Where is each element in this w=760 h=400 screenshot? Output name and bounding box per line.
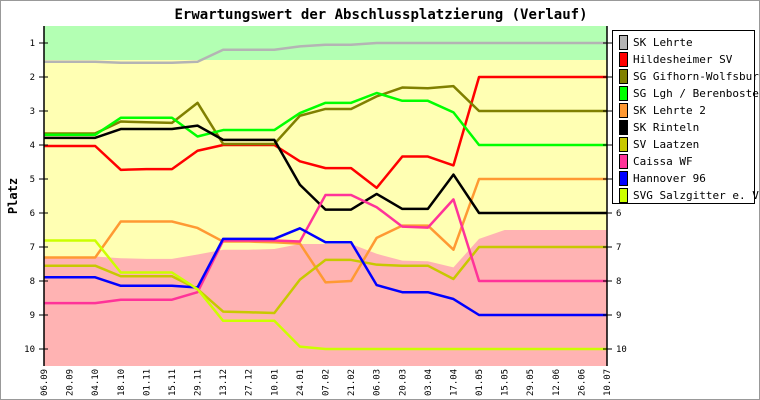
y-tick-label-right: 7 [616, 243, 621, 253]
y-axis-label: Platz [6, 178, 20, 214]
y-tick-label-right: 8 [616, 277, 621, 287]
x-tick-label: 10.01 [270, 369, 280, 396]
x-tick-label: 06.09 [40, 369, 50, 396]
x-tick-label: 15.11 [168, 369, 178, 396]
x-tick-label: 13.12 [219, 369, 229, 396]
x-tick-label: 24.01 [296, 369, 306, 396]
chart-title: Erwartungswert der Abschlussplatzierung … [174, 7, 587, 23]
legend-item: SVG Salzgitter e. V. [619, 187, 759, 204]
y-tick-label-left: 2 [30, 73, 35, 83]
legend-label: SVG Salzgitter e. V. [633, 189, 760, 202]
legend-label: Caissa WF [633, 155, 693, 168]
legend-swatch [619, 137, 628, 152]
x-tick-label: 29.11 [194, 369, 204, 396]
y-tick-label-right: 6 [616, 209, 621, 219]
y-tick-label-left: 9 [30, 311, 35, 321]
series-line-hildesheimer-sv [44, 75, 607, 190]
x-tick-label: 03.04 [424, 369, 434, 396]
x-tick-label: 01.11 [142, 369, 152, 396]
y-tick-label-right: 9 [616, 311, 621, 321]
legend-swatch [619, 69, 628, 84]
x-tick-label: 06.03 [373, 369, 383, 396]
series-line-sk-lehrte-2 [44, 177, 607, 284]
x-tick-label: 27.12 [245, 369, 255, 396]
legend-swatch [619, 120, 628, 135]
x-tick-label: 10.07 [603, 369, 613, 396]
y-tick-label-left: 5 [30, 175, 35, 185]
legend-item: SK Lehrte 2 [619, 102, 754, 119]
legend-label: SK Lehrte [633, 36, 693, 49]
x-tick-label: 26.06 [577, 369, 587, 396]
legend-swatch [619, 35, 628, 50]
legend-item: Hildesheimer SV [619, 51, 754, 68]
y-tick-label-left: 7 [30, 243, 35, 253]
x-tick-label: 17.04 [449, 369, 459, 396]
x-tick-label: 21.02 [347, 369, 357, 396]
y-tick-label-left: 3 [30, 107, 35, 117]
legend-item: SG Lgh / Berenbostel [619, 85, 759, 102]
y-tick-label-left: 8 [30, 277, 35, 287]
legend-swatch [619, 103, 628, 118]
legend-item: Caissa WF [619, 153, 754, 170]
legend-label: SG Gifhorn-Wolfsburg [633, 70, 760, 83]
y-tick-label-left: 6 [30, 209, 35, 219]
x-tick-label: 12.06 [552, 369, 562, 396]
legend-item: SG Gifhorn-Wolfsburg [619, 68, 759, 85]
series-line-hannover-96 [44, 227, 607, 317]
x-tick-label: 04.10 [91, 369, 101, 396]
legend-label: SV Laatzen [633, 138, 700, 151]
x-tick-label: 20.03 [398, 369, 408, 396]
axes: 112233445566778899101006.0920.0904.1018.… [24, 26, 627, 396]
legend-item: SK Rinteln [619, 119, 754, 136]
x-tick-label: 20.09 [66, 369, 76, 396]
x-tick-label: 15.05 [501, 369, 511, 396]
legend-label: SK Lehrte 2 [633, 104, 706, 117]
y-tick-label-left: 4 [30, 141, 35, 151]
series-line-sg-lgh-berenbostel [44, 91, 607, 147]
x-tick-label: 07.02 [322, 369, 332, 396]
legend-swatch [619, 188, 628, 203]
legend: SK Lehrte Hildesheimer SV SG Gifhorn-Wolfs… [612, 30, 759, 204]
y-tick-label-left: 1 [30, 39, 35, 49]
y-tick-label-right: 10 [616, 345, 627, 355]
legend-swatch [619, 52, 628, 67]
x-tick-label: 18.10 [117, 369, 127, 396]
legend-item: Hannover 96 [619, 170, 754, 187]
legend-swatch [619, 171, 628, 186]
legend-label: SG Lgh / Berenbostel [633, 87, 760, 100]
y-tick-label-left: 10 [24, 345, 35, 355]
x-tick-label: 29.05 [526, 369, 536, 396]
series-line-sv-laatzen [44, 245, 607, 315]
legend-item: SV Laatzen [619, 136, 754, 153]
series-line-sk-rinteln [44, 124, 607, 215]
legend-label: SK Rinteln [633, 121, 700, 134]
legend-label: Hannover 96 [633, 172, 706, 185]
legend-swatch [619, 86, 628, 101]
series-line-caissa-wf [44, 193, 607, 305]
legend-item: SK Lehrte [619, 34, 754, 51]
x-tick-label: 01.05 [475, 369, 485, 396]
legend-label: Hildesheimer SV [633, 53, 733, 66]
series-line-svg-salzgitter-e-v- [44, 239, 607, 351]
legend-swatch [619, 154, 628, 169]
series-lines [44, 41, 607, 351]
series-line-sk-lehrte [44, 41, 607, 64]
series-line-sg-gifhorn-wolfsburg [44, 84, 607, 146]
